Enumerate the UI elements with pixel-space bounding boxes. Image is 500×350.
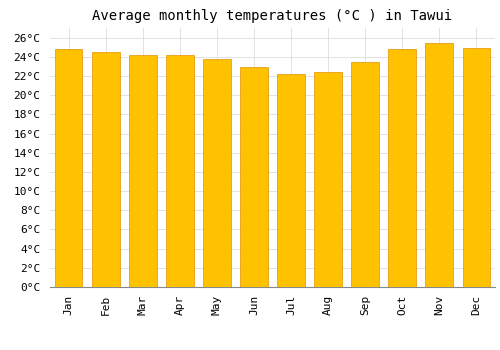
Bar <box>426 43 454 287</box>
Bar <box>166 55 194 287</box>
Bar <box>352 62 379 287</box>
Bar <box>462 48 490 287</box>
Title: Average monthly temperatures (°C ) in Tawui: Average monthly temperatures (°C ) in Ta… <box>92 9 452 23</box>
Bar <box>388 49 416 287</box>
Bar <box>240 67 268 287</box>
Bar <box>314 72 342 287</box>
Bar <box>129 55 156 287</box>
Bar <box>277 74 305 287</box>
Bar <box>203 59 231 287</box>
Bar <box>54 49 82 287</box>
Bar <box>92 52 120 287</box>
